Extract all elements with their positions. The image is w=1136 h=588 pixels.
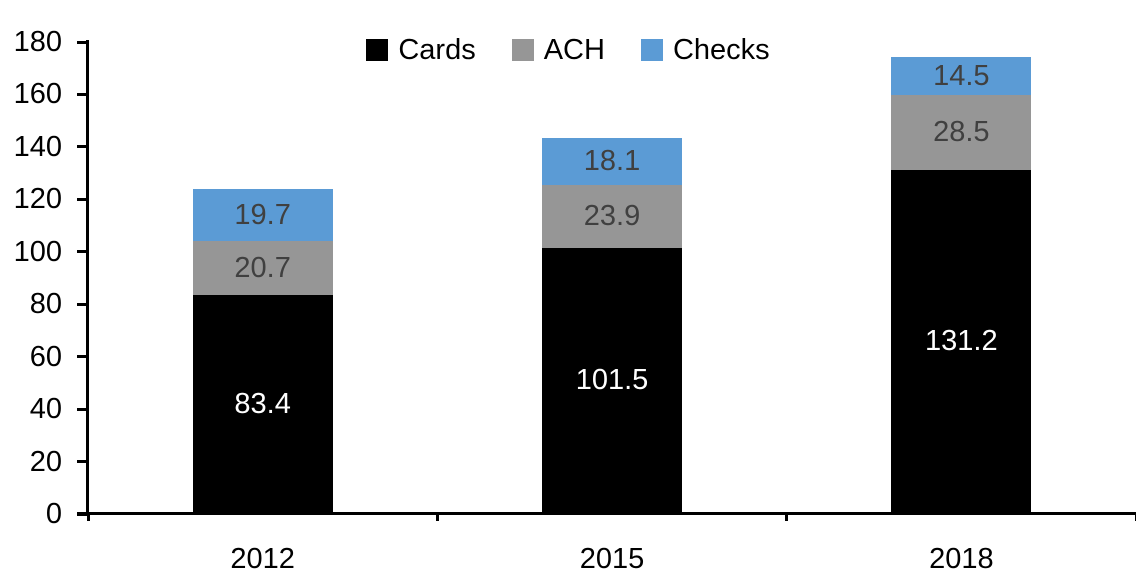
legend-item-ach: ACH xyxy=(511,33,605,66)
y-axis-tick-mark xyxy=(77,145,88,149)
y-axis-tick-mark xyxy=(77,197,88,201)
y-axis-tick-label: 20 xyxy=(29,445,62,478)
y-axis-tick-mark xyxy=(77,407,88,411)
legend-item-label: ACH xyxy=(543,33,605,66)
x-axis-tick-label: 2015 xyxy=(579,543,645,575)
data-label: 20.7 xyxy=(234,251,291,284)
chart-legend: Cards ACH Checks xyxy=(0,30,1136,70)
data-label: 28.5 xyxy=(933,116,990,149)
y-axis-tick-mark xyxy=(77,355,88,359)
legend-item-checks: Checks xyxy=(640,33,770,66)
data-label: 131.2 xyxy=(925,325,998,358)
y-axis-tick-mark xyxy=(77,512,88,516)
y-axis-tick-mark xyxy=(77,92,88,96)
legend-item-label: Cards xyxy=(398,33,476,66)
legend-swatch-icon xyxy=(366,39,389,61)
legend-swatch-icon xyxy=(640,39,663,61)
y-axis-tick-label: 40 xyxy=(29,393,62,426)
x-axis-tick-label: 2018 xyxy=(929,543,994,575)
bar-segment-checks-2012: 19.7 xyxy=(192,189,333,242)
x-axis-tick-label: 2012 xyxy=(230,543,295,575)
legend-item-label: Checks xyxy=(672,33,770,66)
y-axis-tick-label: 60 xyxy=(29,340,62,373)
y-axis-tick-label: 160 xyxy=(13,78,62,111)
bar-segment-cards-2012: 83.4 xyxy=(192,295,333,514)
data-label: 83.4 xyxy=(234,388,291,421)
bar-segment-ach-2015: 23.9 xyxy=(542,185,682,248)
bar-segment-cards-2015: 101.5 xyxy=(542,247,682,514)
y-axis-tick-label: 120 xyxy=(13,183,62,216)
bar-segment-checks-2018: 14.5 xyxy=(891,57,1032,96)
bar-segment-ach-2018: 28.5 xyxy=(891,95,1032,170)
bar-segment-checks-2015: 18.1 xyxy=(542,137,682,186)
y-axis-tick-label: 0 xyxy=(45,498,62,530)
x-axis-tick-mark xyxy=(86,512,90,521)
y-axis-tick-mark xyxy=(77,250,88,254)
y-axis-tick-label: 100 xyxy=(13,235,62,268)
y-axis-tick-mark xyxy=(77,302,88,306)
y-axis-line xyxy=(86,40,89,515)
data-label: 18.1 xyxy=(583,144,641,177)
data-label: 14.5 xyxy=(933,59,990,92)
x-axis-tick-mark xyxy=(785,512,789,521)
data-label: 23.9 xyxy=(583,200,641,232)
y-axis-tick-mark xyxy=(77,460,88,464)
y-axis-tick-label: 180 xyxy=(13,26,62,58)
bar-segment-cards-2018: 131.2 xyxy=(891,169,1032,514)
y-axis-tick-label: 140 xyxy=(13,130,62,163)
y-axis-tick-mark xyxy=(77,40,88,44)
x-axis-tick-mark xyxy=(1134,512,1136,521)
legend-swatch-icon xyxy=(511,39,534,61)
y-axis-tick-label: 80 xyxy=(29,288,62,321)
data-label: 19.7 xyxy=(234,198,291,231)
bar-segment-ach-2012: 20.7 xyxy=(192,241,333,296)
legend-item-cards: Cards xyxy=(366,33,476,66)
data-label: 101.5 xyxy=(575,364,649,397)
x-axis-tick-mark xyxy=(435,512,439,521)
